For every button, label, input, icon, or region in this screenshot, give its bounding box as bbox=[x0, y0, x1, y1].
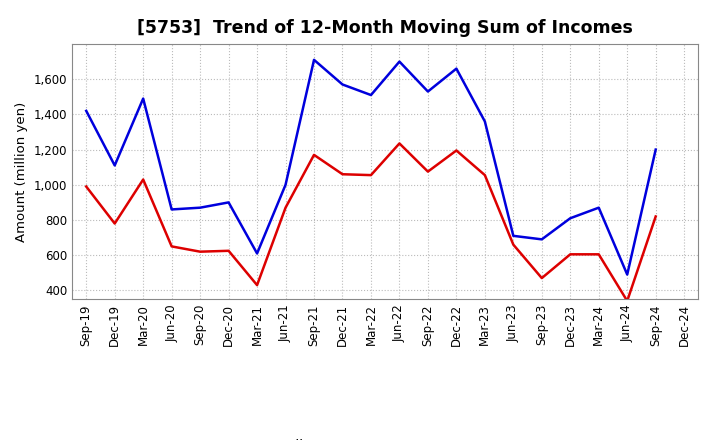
Net Income bbox=[110, 221, 119, 226]
Net Income bbox=[196, 249, 204, 254]
Title: [5753]  Trend of 12-Month Moving Sum of Incomes: [5753] Trend of 12-Month Moving Sum of I… bbox=[138, 19, 633, 37]
Ordinary Income bbox=[509, 233, 518, 238]
Ordinary Income bbox=[310, 57, 318, 62]
Ordinary Income bbox=[480, 119, 489, 124]
Ordinary Income bbox=[537, 237, 546, 242]
Ordinary Income bbox=[652, 147, 660, 152]
Net Income bbox=[423, 169, 432, 174]
Net Income bbox=[338, 172, 347, 177]
Ordinary Income bbox=[423, 89, 432, 94]
Ordinary Income bbox=[139, 96, 148, 101]
Ordinary Income bbox=[253, 251, 261, 256]
Net Income bbox=[282, 205, 290, 210]
Ordinary Income bbox=[167, 207, 176, 212]
Ordinary Income bbox=[82, 108, 91, 114]
Ordinary Income bbox=[566, 216, 575, 221]
Net Income bbox=[480, 172, 489, 178]
Ordinary Income bbox=[282, 182, 290, 187]
Net Income bbox=[595, 252, 603, 257]
Ordinary Income bbox=[225, 200, 233, 205]
Net Income bbox=[652, 214, 660, 219]
Ordinary Income bbox=[452, 66, 461, 71]
Net Income bbox=[225, 248, 233, 253]
Legend: Ordinary Income, Net Income: Ordinary Income, Net Income bbox=[224, 439, 546, 440]
Net Income bbox=[82, 184, 91, 189]
Net Income bbox=[623, 298, 631, 304]
Ordinary Income bbox=[338, 82, 347, 87]
Line: Net Income: Net Income bbox=[86, 143, 656, 301]
Ordinary Income bbox=[595, 205, 603, 210]
Ordinary Income bbox=[196, 205, 204, 210]
Net Income bbox=[537, 275, 546, 281]
Net Income bbox=[167, 244, 176, 249]
Net Income bbox=[509, 242, 518, 247]
Y-axis label: Amount (million yen): Amount (million yen) bbox=[15, 102, 28, 242]
Ordinary Income bbox=[366, 92, 375, 98]
Ordinary Income bbox=[623, 272, 631, 277]
Net Income bbox=[310, 152, 318, 158]
Ordinary Income bbox=[110, 163, 119, 168]
Net Income bbox=[395, 141, 404, 146]
Net Income bbox=[566, 252, 575, 257]
Net Income bbox=[139, 177, 148, 182]
Net Income bbox=[452, 148, 461, 153]
Net Income bbox=[253, 282, 261, 288]
Ordinary Income bbox=[395, 59, 404, 64]
Net Income bbox=[366, 172, 375, 178]
Line: Ordinary Income: Ordinary Income bbox=[86, 60, 656, 275]
